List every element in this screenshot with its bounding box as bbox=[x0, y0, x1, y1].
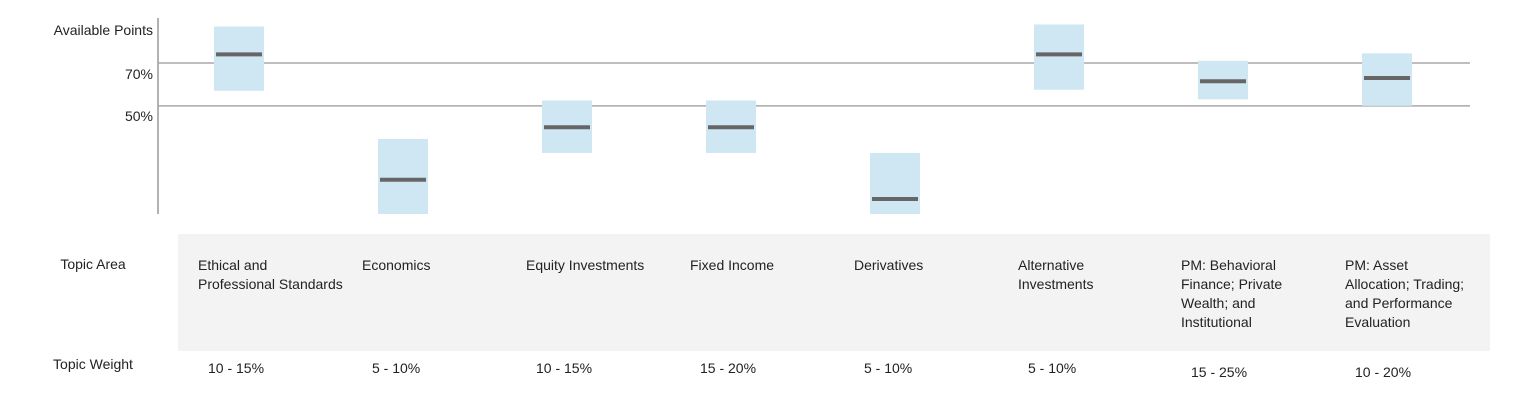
range-box-2 bbox=[378, 139, 428, 214]
range-box-6 bbox=[1034, 24, 1084, 90]
chart-plot bbox=[157, 18, 1470, 214]
topic-area-band bbox=[178, 234, 1490, 351]
topic-weight-1: 10 - 15% bbox=[208, 360, 265, 376]
topic-weight-5: 5 - 10% bbox=[864, 360, 913, 376]
topic-label-1: Ethical and Professional Standards bbox=[198, 257, 343, 292]
topic-weight-7: 15 - 25% bbox=[1191, 364, 1248, 380]
topic-area-label: Topic Area bbox=[60, 256, 126, 272]
topic-weight-3: 10 - 15% bbox=[536, 360, 593, 376]
topic-label-2: Economics bbox=[362, 257, 431, 273]
y-axis-title: Available Points bbox=[53, 22, 153, 38]
topic-weight-8: 10 - 20% bbox=[1355, 364, 1412, 380]
topic-label-8: PM: Asset Allocation; Trading; and Perfo… bbox=[1345, 257, 1465, 330]
y-tick-50: 50% bbox=[124, 108, 153, 124]
range-box-5 bbox=[870, 152, 920, 214]
topic-weight-6: 5 - 10% bbox=[1028, 360, 1077, 376]
topic-label-5: Derivatives bbox=[854, 257, 924, 273]
y-tick-70: 70% bbox=[124, 66, 153, 82]
range-box-1 bbox=[214, 26, 264, 91]
topic-label-3: Equity Investments bbox=[526, 257, 645, 273]
topic-label-7: PM: Behavioral Finance; Private Wealth; … bbox=[1181, 257, 1283, 330]
topic-weight-4: 15 - 20% bbox=[700, 360, 757, 376]
topic-weight-2: 5 - 10% bbox=[372, 360, 421, 376]
topic-label-4: Fixed Income bbox=[690, 257, 775, 273]
topic-weight-label: Topic Weight bbox=[53, 356, 133, 372]
topic-label-6: Alternative Investments bbox=[1018, 257, 1094, 292]
